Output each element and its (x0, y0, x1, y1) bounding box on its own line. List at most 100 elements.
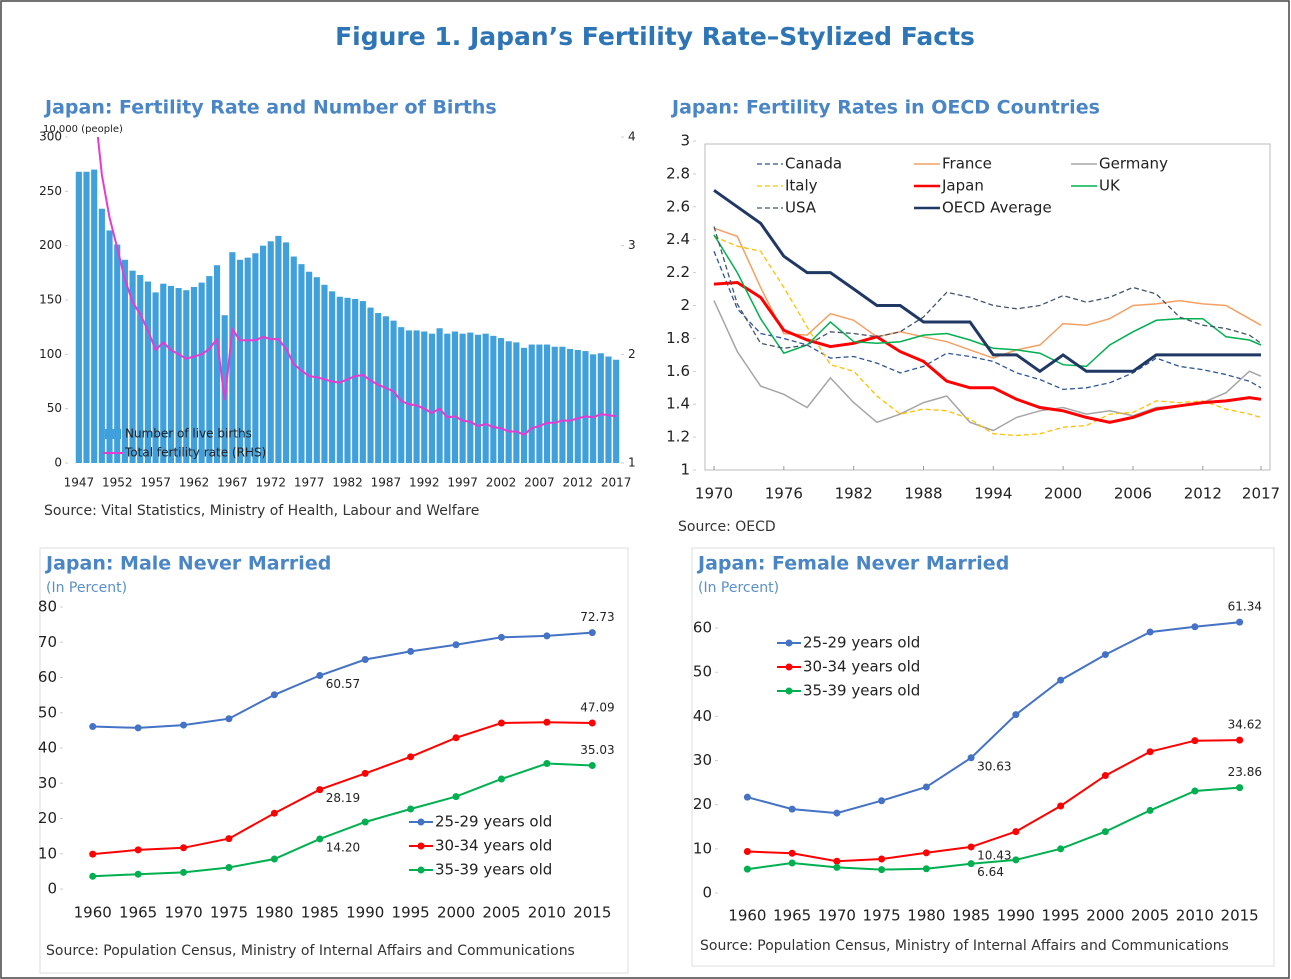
point (270, 691, 278, 699)
point (497, 719, 505, 727)
legend-swatch (105, 429, 121, 439)
source: Source: OECD (678, 519, 776, 535)
y-tick-label: 10 (693, 839, 712, 857)
bar (590, 354, 597, 463)
x-tick-label: 1976 (765, 485, 803, 503)
series-line (713, 250, 1262, 391)
legend-marker (417, 842, 425, 850)
y-tick-label: 20 (693, 795, 712, 813)
point (922, 849, 930, 857)
y-tick-label: 70 (38, 633, 57, 651)
bar (321, 284, 328, 463)
legend-label: 35-39 years old (803, 682, 920, 700)
bar (574, 349, 581, 463)
point (1191, 737, 1199, 745)
point (543, 632, 551, 640)
bar (329, 291, 336, 463)
bar (190, 286, 198, 463)
source: Source: Population Census, Ministry of I… (46, 943, 575, 959)
bar (428, 333, 436, 463)
x-tick-label: 2012 (1184, 485, 1222, 503)
x-tick-label: 1980 (907, 907, 945, 925)
bar (175, 288, 182, 463)
bar (528, 344, 535, 463)
bar (213, 265, 221, 463)
point (922, 783, 930, 791)
y-tick-label: 0 (702, 884, 712, 902)
point (833, 863, 841, 871)
bar (283, 242, 290, 463)
bar (367, 307, 374, 463)
data-label: 10.43 (977, 848, 1011, 862)
bar (613, 359, 620, 463)
point (134, 870, 142, 878)
point (316, 671, 324, 679)
point (588, 629, 596, 637)
bar (582, 351, 589, 463)
point (225, 715, 233, 723)
chart-title: Japan: Fertility Rates in OECD Countries (670, 97, 1100, 119)
bar (221, 315, 228, 463)
bar (421, 331, 428, 463)
x-tick-label: 1975 (863, 907, 901, 925)
x-tick-label: 1965 (119, 904, 157, 922)
x-tick-label: 1987 (371, 476, 402, 490)
x-tick-label: 1947 (64, 476, 95, 490)
legend-label: Number of live births (125, 427, 252, 441)
x-tick-label: 2005 (1131, 907, 1169, 925)
point (922, 865, 930, 873)
bar (352, 298, 359, 463)
data-label: 30.63 (977, 759, 1011, 773)
panel-box (39, 547, 629, 974)
legend-label: 25-29 years old (803, 634, 920, 652)
point (452, 793, 460, 801)
bar (144, 281, 151, 463)
point (1057, 802, 1065, 810)
point (1101, 828, 1109, 836)
data-label: 14.20 (326, 840, 360, 854)
point (743, 793, 751, 801)
legend-label: 25-29 years old (435, 813, 552, 831)
bar (121, 259, 128, 463)
y-tick-label: 50 (47, 401, 62, 415)
point (1012, 828, 1020, 836)
bar (551, 346, 558, 463)
point (1057, 845, 1065, 853)
point (1146, 806, 1154, 814)
y-tick-label: 1 (680, 461, 690, 479)
bar (267, 241, 274, 463)
point (452, 641, 460, 649)
point (361, 656, 369, 664)
y-tick-label: 2.2 (666, 263, 690, 281)
x-tick-label: 1995 (392, 904, 430, 922)
legend-marker (417, 866, 425, 874)
y-tick-label: 100 (39, 347, 62, 361)
bar (259, 245, 267, 463)
chart-subtitle: (In Percent) (698, 580, 779, 596)
legend-label: USA (785, 199, 817, 217)
bar (382, 316, 389, 463)
x-tick-label: 2006 (1114, 485, 1152, 503)
bar (482, 333, 489, 463)
bar (290, 256, 297, 463)
legend-marker (785, 663, 793, 671)
bar (83, 171, 90, 464)
bar (313, 277, 320, 463)
plot-box (704, 143, 1271, 471)
series-line (713, 226, 1262, 349)
bar (375, 313, 382, 463)
legend-marker (785, 687, 793, 695)
series-line (747, 786, 1240, 871)
legend-label: 30-34 years old (803, 658, 920, 676)
x-tick-label: 1985 (301, 904, 339, 922)
bar (236, 259, 244, 463)
y-tick-label: 30 (693, 751, 712, 769)
x-tick-label: 2007 (524, 476, 555, 490)
series-line (713, 189, 1261, 374)
point (361, 769, 369, 777)
point (497, 775, 505, 783)
legend-marker (785, 639, 793, 647)
x-tick-label: 1988 (904, 485, 942, 503)
